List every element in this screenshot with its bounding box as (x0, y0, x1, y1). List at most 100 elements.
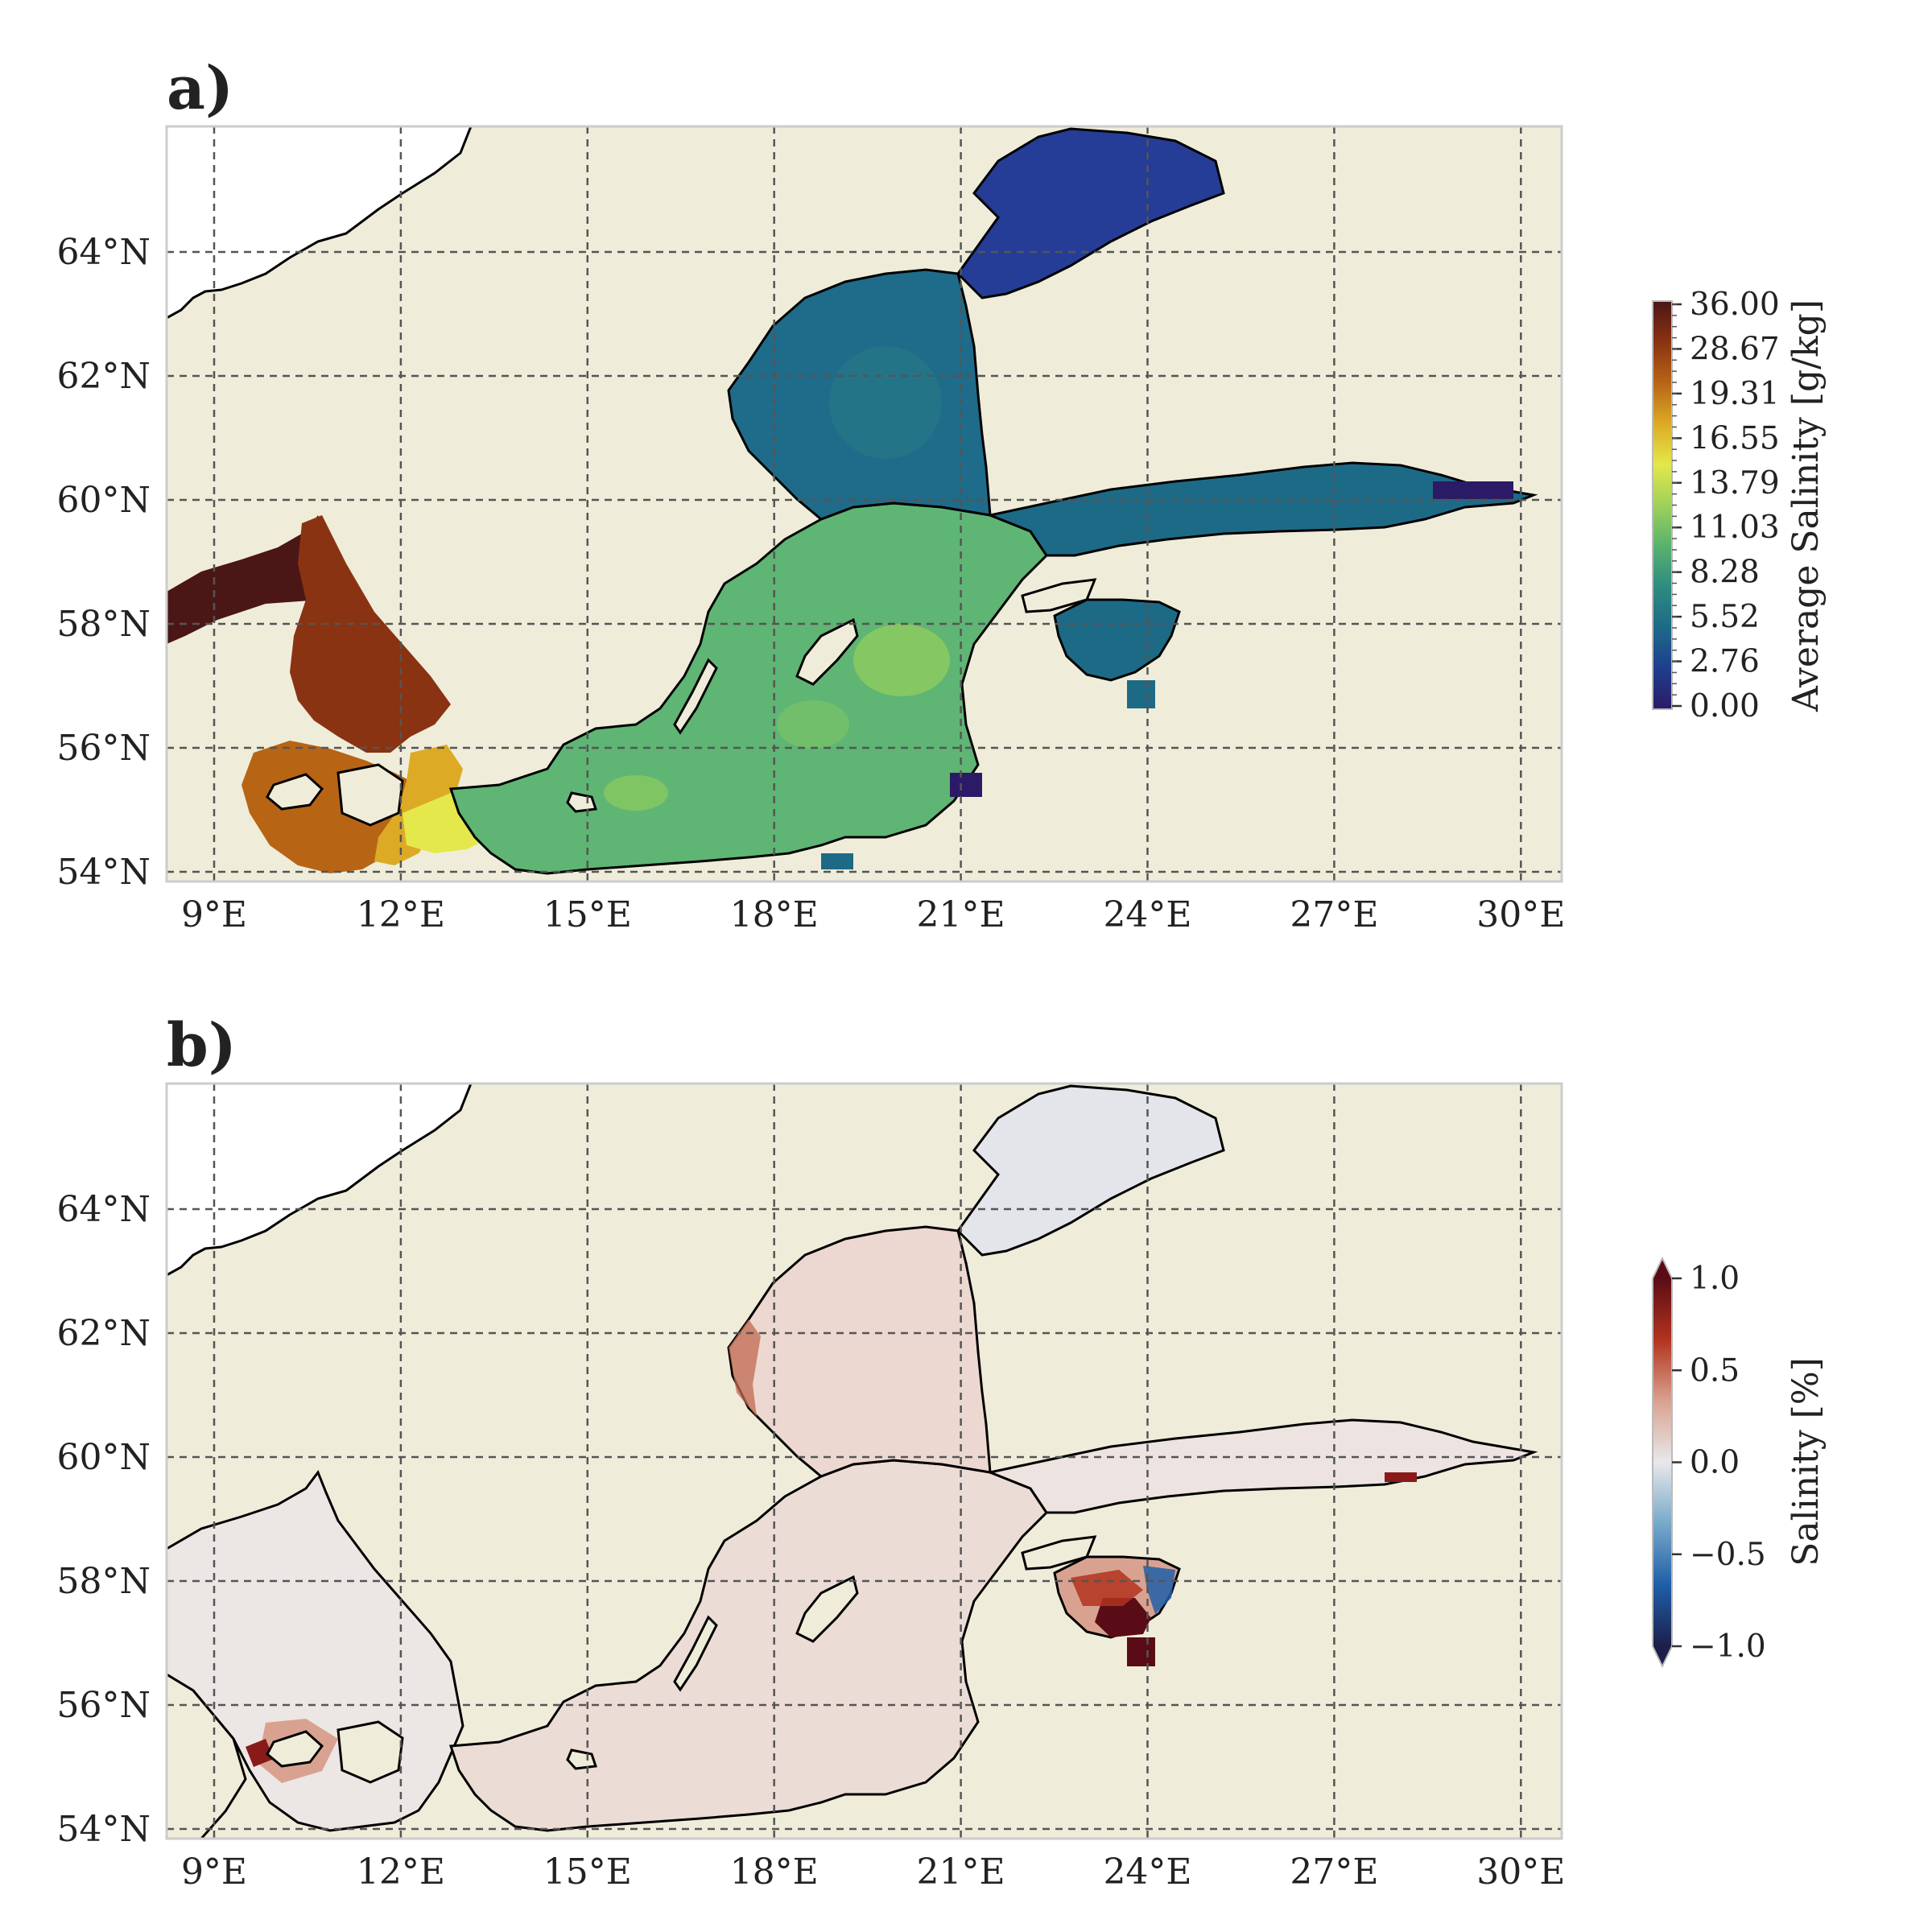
saaremaa-b (1021, 1535, 1097, 1571)
colorbar-b: 1.0 0.5 0.0 −0.5 −1.0 Salinity [%] (1652, 1256, 1827, 1669)
map-frame-a (165, 125, 1563, 883)
colorbar-a-tick-label: 36.00 (1690, 287, 1780, 323)
x-tick-label: 15°E (543, 894, 632, 935)
colorbar-b-tick-label: 0.0 (1690, 1445, 1740, 1481)
panel-a: a) (57, 54, 1827, 935)
oland-b (673, 1615, 718, 1692)
colorbar-b-tick-label: −1.0 (1690, 1629, 1766, 1665)
bothnian-bay-a (956, 127, 1225, 299)
x-tick-label: 21°E (917, 894, 1005, 935)
riga-river-b (1127, 1637, 1155, 1666)
x-ticks-b: 9°E 12°E 15°E 18°E 21°E 24°E 27°E 30°E (181, 1852, 1565, 1893)
x-tick-label: 9°E (181, 894, 247, 935)
y-tick-label: 60°N (57, 480, 151, 521)
riga-blue-b (1143, 1566, 1175, 1614)
bothnian-sea-b (727, 1225, 992, 1478)
colorbar-a-ticks: 36.00 28.67 19.31 16.55 13.79 11.03 8.28 5.52 2.… (1672, 287, 1780, 724)
x-tick-label: 21°E (917, 1852, 1005, 1893)
map-a (167, 126, 1562, 881)
bornholm-a (566, 791, 598, 813)
salinity-patch-a3 (777, 700, 849, 749)
colorbar-b-tick-label: −0.5 (1690, 1537, 1766, 1573)
curonian-patch-a (950, 773, 982, 797)
y-tick-label: 62°N (57, 356, 151, 397)
colorbar-a-tick-label: 11.03 (1690, 510, 1780, 546)
bothnian-bay-b (956, 1084, 1225, 1257)
y-ticks-b: 64°N 62°N 60°N 58°N 56°N 54°N (57, 1189, 151, 1850)
belt-sea-a (374, 745, 463, 865)
x-tick-label: 24°E (1103, 1852, 1191, 1893)
salinity-patch-a1 (853, 624, 950, 696)
y-tick-label: 62°N (57, 1313, 151, 1354)
y-tick-label: 58°N (57, 1561, 151, 1602)
bothnian-sea-red-edge-b (729, 1319, 761, 1417)
colorbar-b-ticks: 1.0 0.5 0.0 −0.5 −1.0 (1672, 1261, 1766, 1665)
baltic-proper-a (448, 502, 1048, 875)
atlantic-area-b (167, 1084, 473, 1277)
x-tick-label: 18°E (730, 1852, 819, 1893)
bornholm-b (566, 1748, 598, 1770)
funen-island-b (266, 1730, 324, 1768)
colorbar-a-tick-label: 28.67 (1690, 331, 1780, 367)
gotland-b (795, 1575, 859, 1643)
colorbar-b-tick-label: 0.5 (1690, 1352, 1740, 1389)
jutland-b (167, 1673, 247, 1839)
gridlines-a (167, 126, 1562, 881)
x-tick-label: 27°E (1290, 1852, 1378, 1893)
x-tick-label: 30°E (1476, 1852, 1565, 1893)
colorbar-a-tick-label: 2.76 (1690, 644, 1760, 680)
finland-patch-b (1385, 1472, 1417, 1482)
colorbar-a-tick-label: 8.28 (1690, 555, 1760, 591)
y-tick-label: 58°N (57, 604, 151, 645)
colorbar-b-tick-label: 1.0 (1690, 1261, 1740, 1297)
gridlines-b (167, 1084, 1562, 1839)
x-tick-label: 12°E (357, 894, 445, 935)
colorbar-a: 36.00 28.67 19.31 16.55 13.79 11.03 8.28 5.52 2.… (1652, 287, 1827, 724)
riga-red-b (1071, 1570, 1143, 1606)
vistula-patch-a (821, 853, 853, 869)
map-frame-b (165, 1082, 1563, 1840)
y-tick-label: 60°N (57, 1437, 151, 1478)
colorbar-a-tick-label: 0.00 (1690, 688, 1760, 724)
saaremaa-a (1021, 578, 1097, 613)
colorbar-b-extend-top (1653, 1258, 1672, 1278)
salinity-patch-a2 (604, 775, 668, 811)
colorbar-a-tick-label: 19.31 (1690, 376, 1780, 412)
y-tick-label: 56°N (57, 1685, 151, 1726)
colorbar-a-tick-label: 13.79 (1690, 465, 1780, 502)
colorbar-a-label: Average Salinity [g/kg] (1785, 299, 1827, 712)
x-ticks-a: 9°E 12°E 15°E 18°E 21°E 24°E 27°E 30°E (181, 894, 1565, 935)
y-tick-label: 64°N (57, 1189, 151, 1230)
colorbar-b-extend-bottom (1653, 1646, 1672, 1666)
gotland-a (795, 617, 859, 686)
x-tick-label: 30°E (1476, 894, 1565, 935)
kattegat-a (290, 515, 451, 753)
baltic-proper-b (448, 1459, 1048, 1832)
gulf-of-finland-a (985, 461, 1538, 557)
panel-a-label: a) (167, 54, 233, 123)
neva-bay-a (1433, 481, 1513, 499)
y-tick-label: 56°N (57, 728, 151, 769)
colorbar-b-label: Salinity [%] (1785, 1357, 1827, 1567)
panel-b: b) (57, 1011, 1827, 1893)
colorbar-a-tick-label: 16.55 (1690, 420, 1780, 456)
x-tick-label: 27°E (1290, 894, 1378, 935)
x-tick-label: 18°E (730, 894, 819, 935)
x-tick-label: 24°E (1103, 894, 1191, 935)
map-b (167, 1084, 1562, 1839)
colorbar-b-bar (1653, 1278, 1672, 1646)
y-tick-label: 54°N (57, 852, 151, 893)
salinity-patch-a4 (829, 346, 942, 459)
x-tick-label: 15°E (543, 1852, 632, 1893)
colorbar-a-bar (1652, 300, 1673, 710)
atlantic-area-a (167, 126, 473, 320)
gulf-of-finland-b (985, 1418, 1538, 1514)
funen-island-a (266, 773, 324, 811)
y-tick-label: 54°N (57, 1809, 151, 1850)
x-tick-label: 12°E (357, 1852, 445, 1893)
belt-red-b (246, 1739, 274, 1767)
riga-river-a (1127, 680, 1155, 708)
panel-b-label: b) (167, 1011, 237, 1080)
riga-max-b (1095, 1598, 1151, 1637)
